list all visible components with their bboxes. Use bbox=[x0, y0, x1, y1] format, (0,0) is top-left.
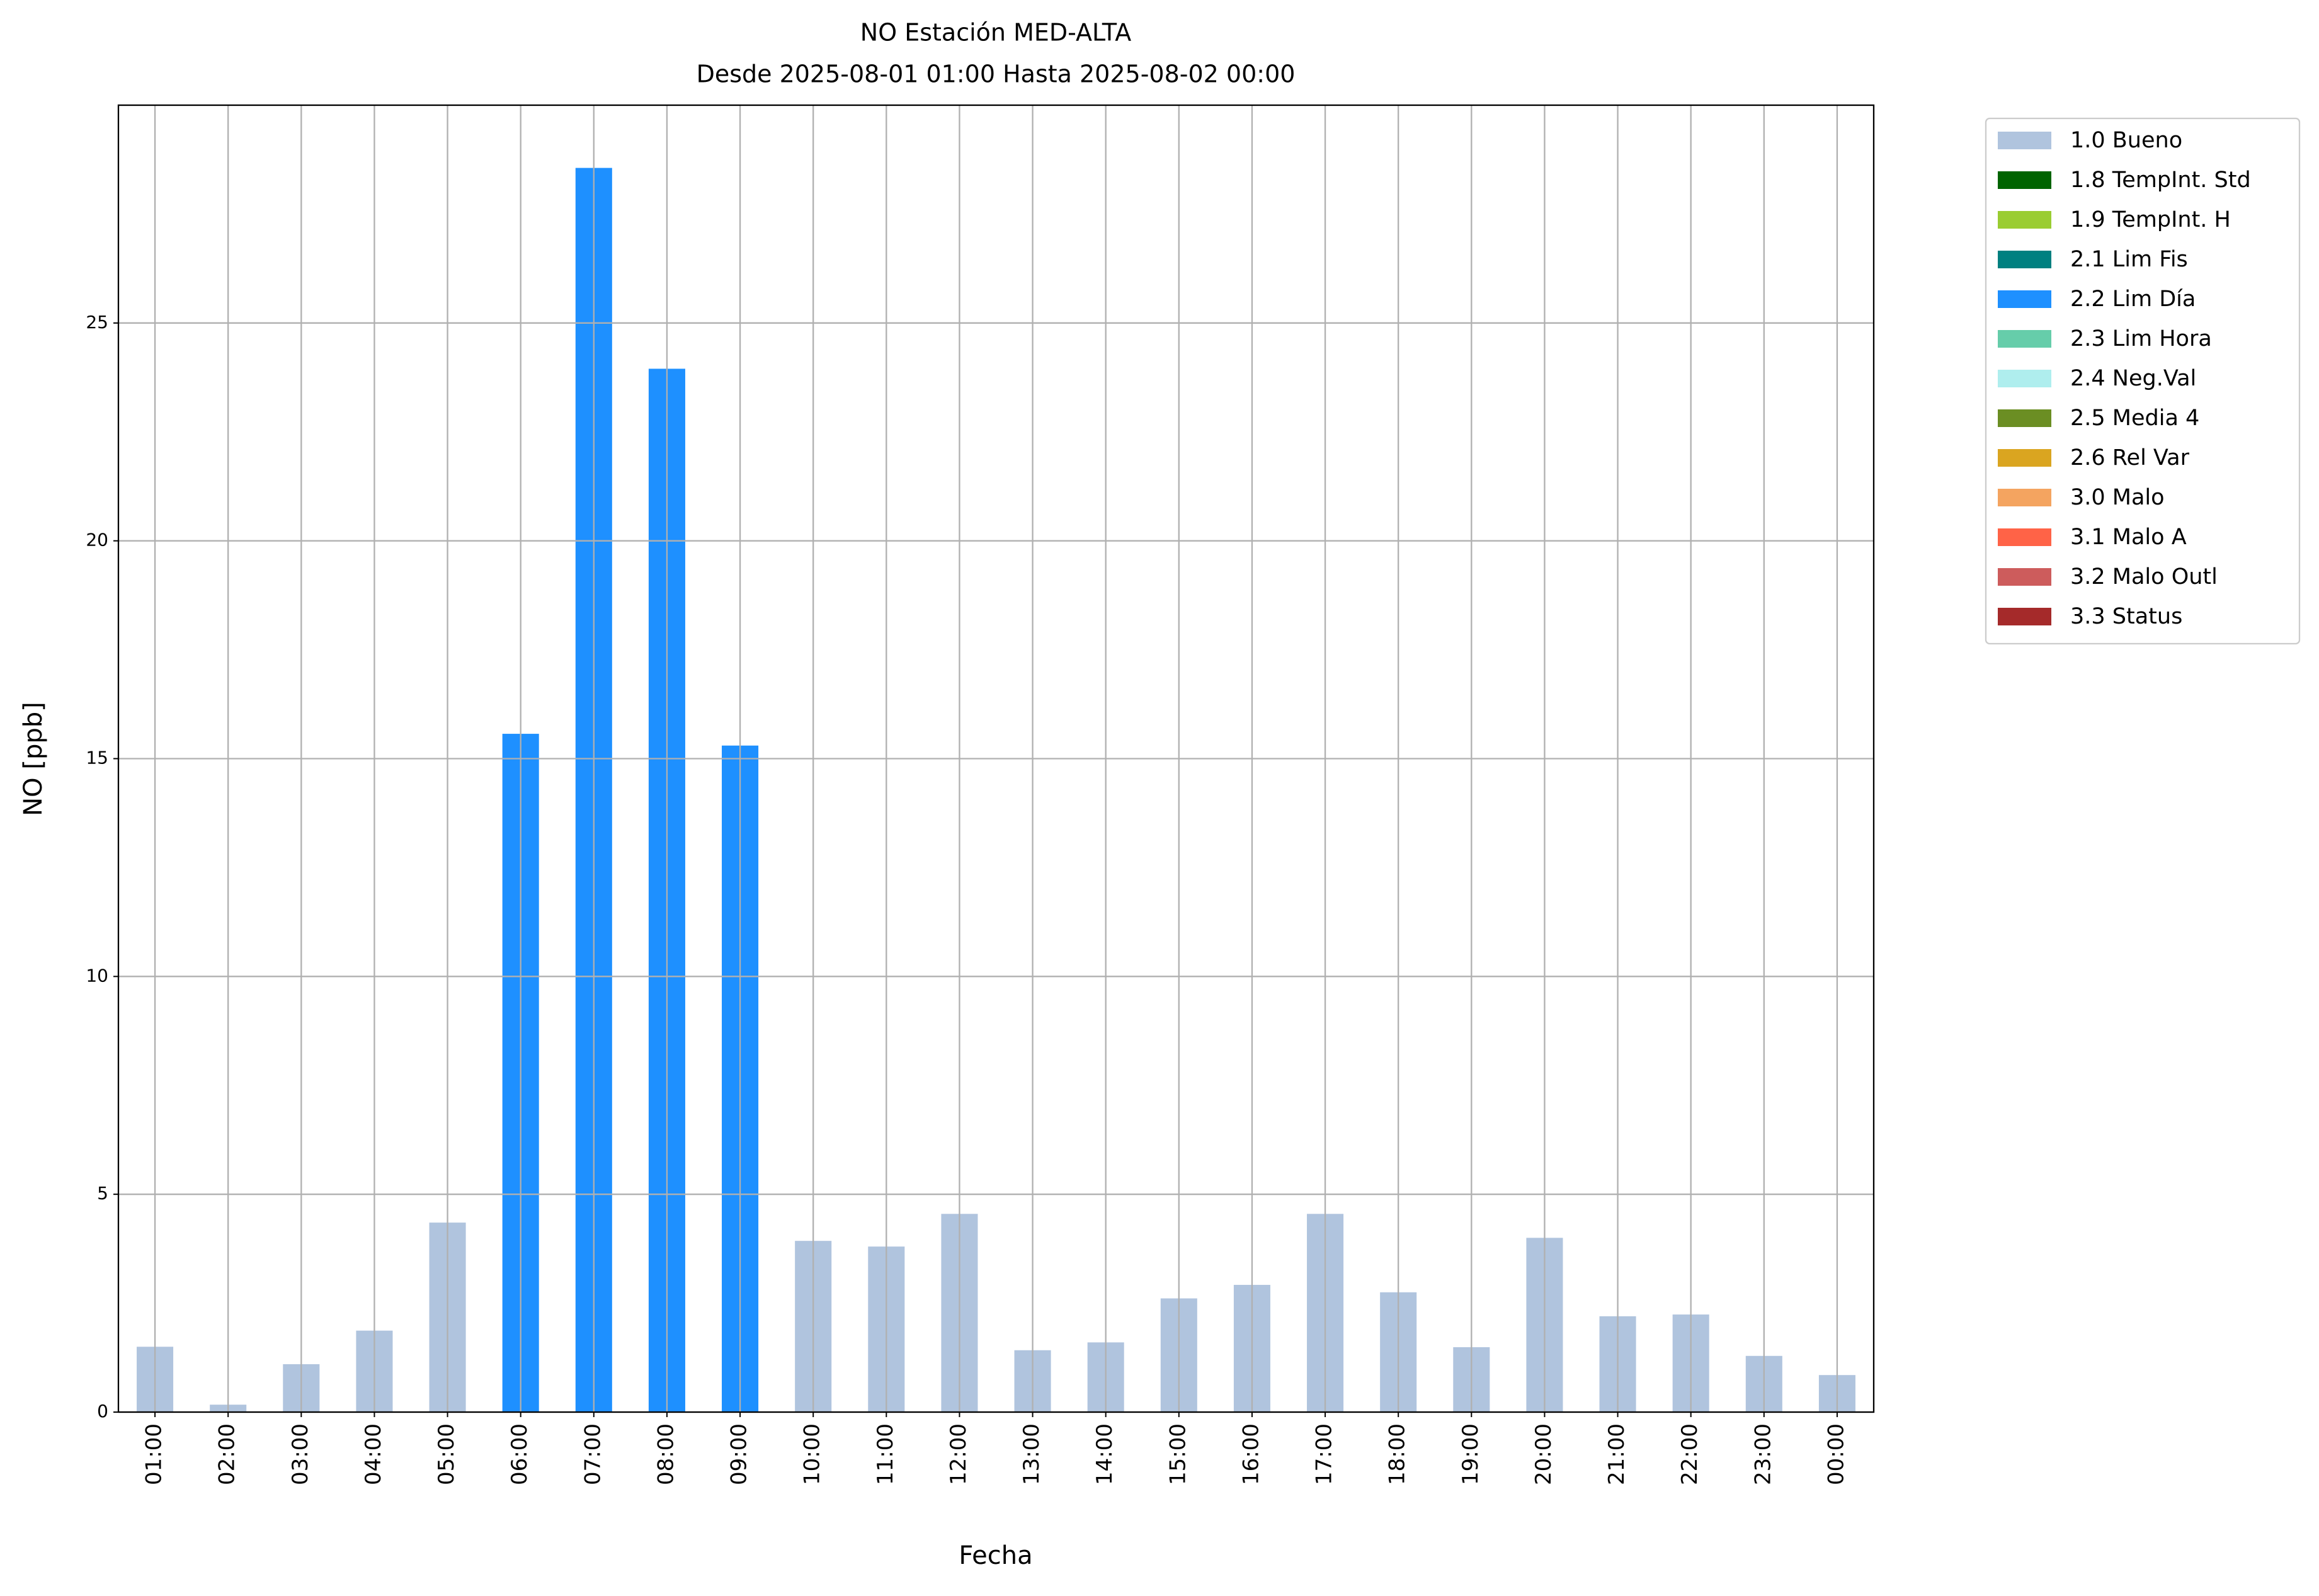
x-tick-label: 05:00 bbox=[434, 1423, 459, 1485]
legend-swatch bbox=[1998, 370, 2051, 387]
legend-swatch bbox=[1998, 528, 2051, 546]
x-tick-label: 09:00 bbox=[727, 1423, 752, 1485]
legend-label: 2.2 Lim Día bbox=[2070, 287, 2196, 312]
y-tick-label: 25 bbox=[86, 312, 108, 333]
legend-label: 2.6 Rel Var bbox=[2070, 445, 2190, 470]
legend-swatch bbox=[1998, 608, 2051, 625]
x-tick-label: 15:00 bbox=[1165, 1423, 1190, 1485]
legend-swatch bbox=[1998, 568, 2051, 586]
x-tick-label: 08:00 bbox=[653, 1423, 678, 1485]
x-tick-label: 21:00 bbox=[1604, 1423, 1629, 1485]
x-tick-label: 10:00 bbox=[800, 1423, 825, 1485]
legend-label: 3.2 Malo Outl bbox=[2070, 564, 2218, 590]
legend-swatch bbox=[1998, 330, 2051, 348]
legend-label: 1.8 TempInt. Std bbox=[2070, 168, 2251, 193]
y-tick-label: 10 bbox=[86, 965, 108, 986]
legend-swatch bbox=[1998, 449, 2051, 467]
legend-label: 2.4 Neg.Val bbox=[2070, 366, 2196, 391]
legend-swatch bbox=[1998, 132, 2051, 149]
x-tick-label: 06:00 bbox=[507, 1423, 532, 1485]
x-tick-label: 14:00 bbox=[1092, 1423, 1117, 1485]
legend-label: 3.3 Status bbox=[2070, 604, 2182, 629]
legend-label: 2.5 Media 4 bbox=[2070, 406, 2199, 431]
x-axis-label: Fecha bbox=[959, 1541, 1032, 1570]
x-tick-label: 12:00 bbox=[946, 1423, 971, 1485]
chart-subtitle: Desde 2025-08-01 01:00 Hasta 2025-08-02 … bbox=[697, 60, 1296, 88]
x-tick-label: 00:00 bbox=[1823, 1423, 1849, 1485]
y-axis-label: NO [ppb] bbox=[19, 702, 48, 816]
legend-label: 3.0 Malo bbox=[2070, 485, 2165, 510]
x-tick-label: 18:00 bbox=[1385, 1423, 1410, 1485]
x-tick-label: 01:00 bbox=[142, 1423, 167, 1485]
x-tick-label: 23:00 bbox=[1750, 1423, 1775, 1485]
y-tick-label: 20 bbox=[86, 530, 108, 550]
legend-label: 3.1 Malo A bbox=[2070, 525, 2187, 550]
x-tick-label: 16:00 bbox=[1238, 1423, 1263, 1485]
legend-swatch bbox=[1998, 171, 2051, 189]
x-tick-label: 20:00 bbox=[1531, 1423, 1556, 1485]
plot-frame bbox=[117, 104, 1875, 1413]
legend-swatch bbox=[1998, 290, 2051, 308]
x-tick-label: 03:00 bbox=[288, 1423, 313, 1485]
y-tick-label: 5 bbox=[97, 1183, 108, 1204]
x-tick-label: 19:00 bbox=[1458, 1423, 1483, 1485]
y-tick-label: 0 bbox=[97, 1401, 108, 1422]
legend-swatch bbox=[1998, 409, 2051, 427]
legend-label: 1.0 Bueno bbox=[2070, 128, 2182, 153]
legend-box bbox=[1985, 117, 2301, 645]
legend-swatch bbox=[1998, 489, 2051, 506]
legend-label: 2.3 Lim Hora bbox=[2070, 326, 2212, 351]
x-tick-label: 07:00 bbox=[580, 1423, 605, 1485]
x-tick-label: 13:00 bbox=[1019, 1423, 1044, 1485]
legend-swatch bbox=[1998, 251, 2051, 268]
legend-label: 1.9 TempInt. H bbox=[2070, 207, 2231, 232]
x-tick-label: 22:00 bbox=[1677, 1423, 1702, 1485]
chart-title: NO Estación MED-ALTA bbox=[860, 19, 1131, 47]
legend-swatch bbox=[1998, 211, 2051, 229]
x-tick-label: 02:00 bbox=[215, 1423, 240, 1485]
x-tick-label: 11:00 bbox=[873, 1423, 898, 1485]
y-tick-label: 15 bbox=[86, 748, 108, 768]
legend-label: 2.1 Lim Fis bbox=[2070, 247, 2188, 272]
x-tick-label: 17:00 bbox=[1312, 1423, 1337, 1485]
x-tick-label: 04:00 bbox=[361, 1423, 386, 1485]
